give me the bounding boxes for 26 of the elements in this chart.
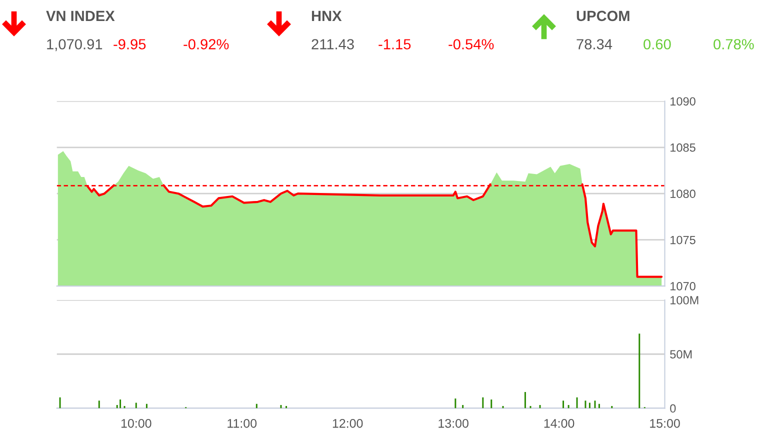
text: -1.15 [378,39,411,50]
text: -0.54% [448,39,494,50]
y-tick-label: 1090 [670,97,696,106]
text: 1,070.91 [47,39,102,52]
x-tick-label: 11:00 [228,418,257,428]
text: 0.60 [644,39,671,50]
text: -0.92% [184,39,229,50]
text: 211.43 [312,39,354,50]
text: 0.78% [714,39,754,50]
y-tick-label: 1080 [670,190,696,198]
x-tick-label: 10:00 [121,418,152,428]
y-tick-label: 0 [670,404,676,413]
x-tick-label: 14:00 [544,418,574,428]
category-label: HNX [312,10,342,21]
y-tick-label: 100M [670,296,698,304]
text: 78.34 [576,39,612,50]
x-tick-label: 15:00 [650,418,680,428]
text: -9.95 [114,39,146,50]
y-tick-label: 1070 [670,282,696,290]
category-label: UPCOM [576,10,630,22]
category-label: VN INDEX [46,10,115,21]
y-tick-label: 1085 [670,143,696,152]
y-tick-label: 1075 [670,236,696,244]
y-tick-label: 50M [670,350,692,359]
x-tick-label: 13:00 [438,418,468,428]
x-tick-label: 12:00 [332,418,363,428]
